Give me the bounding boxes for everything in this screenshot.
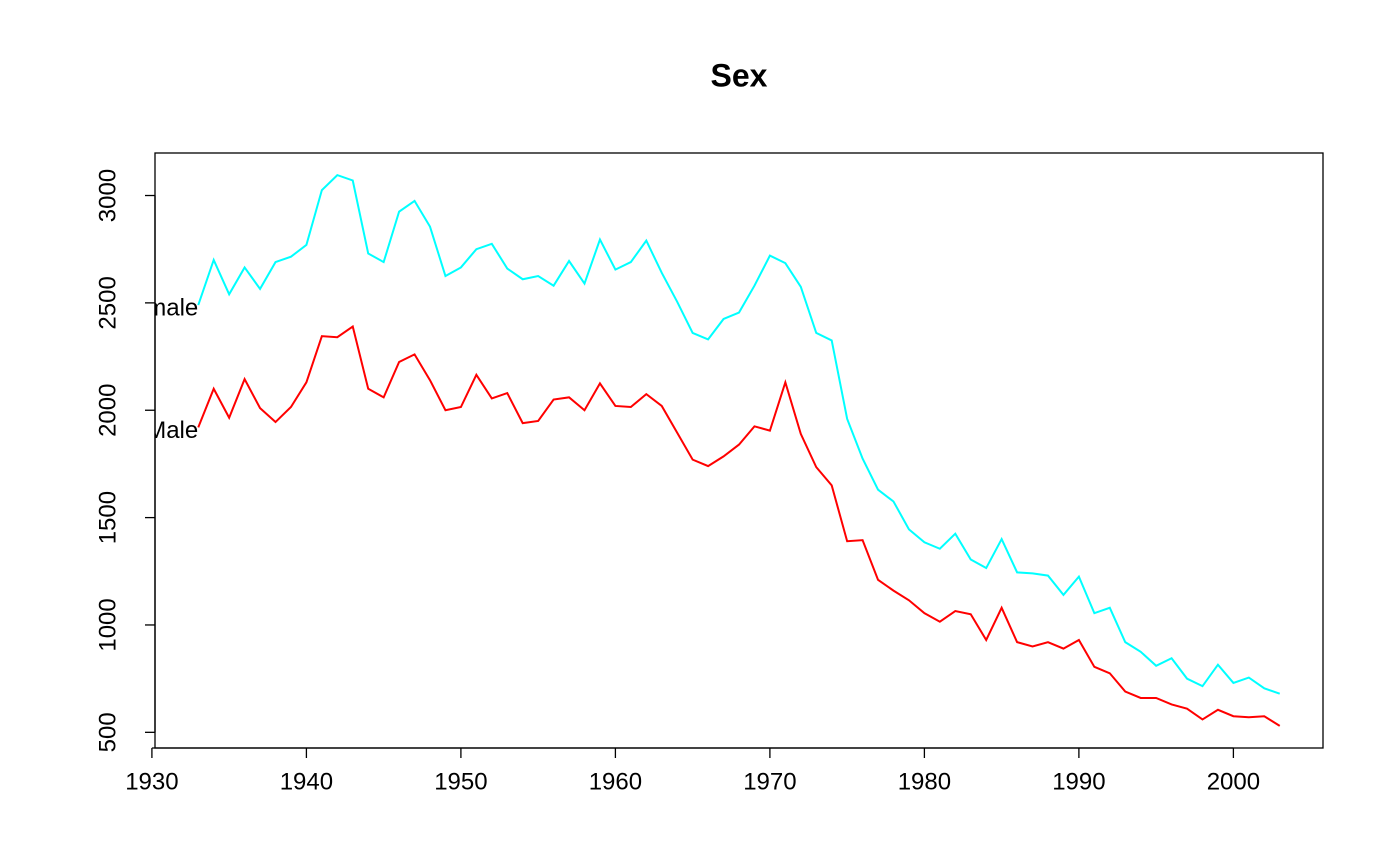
plot-area: Female Male <box>118 173 1281 727</box>
y-tick-label: 1500 <box>94 491 121 544</box>
x-tick-label: 1970 <box>743 768 796 795</box>
x-tick-label: 1990 <box>1052 768 1105 795</box>
y-tick-label: 2000 <box>94 384 121 437</box>
x-tick-label: 1930 <box>125 768 178 795</box>
series-line <box>197 324 1281 727</box>
y-tick-label: 1000 <box>94 598 121 651</box>
series-label: Female <box>118 294 198 321</box>
x-tick-label: 1980 <box>898 768 951 795</box>
y-tick-label: 2500 <box>94 276 121 329</box>
series-label: Male <box>146 417 198 444</box>
series-line <box>197 173 1281 695</box>
y-tick-label: 3000 <box>94 169 121 222</box>
x-tick-label: 1950 <box>434 768 487 795</box>
x-tick-label: 1960 <box>589 768 642 795</box>
x-tick-label: 2000 <box>1207 768 1260 795</box>
chart-title: Sex <box>711 57 768 93</box>
y-tick-label: 500 <box>94 712 121 752</box>
x-tick-label: 1940 <box>280 768 333 795</box>
